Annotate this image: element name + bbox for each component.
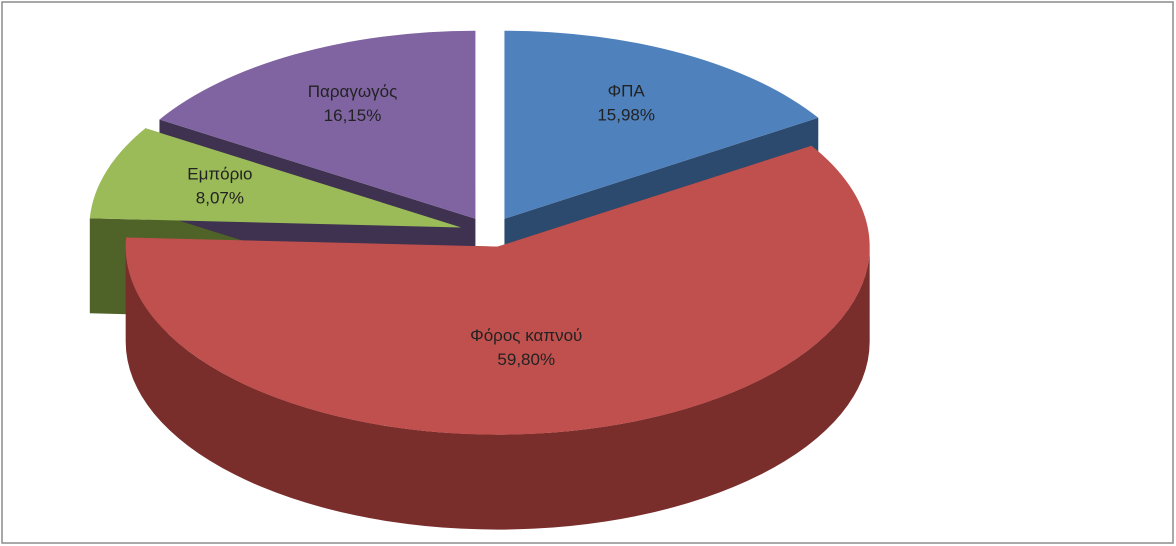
slice-value-label: 59,80% [497, 350, 555, 369]
slice-value-label: 15,98% [597, 106, 655, 125]
slice [159, 30, 476, 219]
slice [89, 128, 462, 228]
slice [504, 30, 819, 219]
slice-outer-wall [125, 246, 870, 530]
slice-label: Εμπόριο [187, 164, 252, 183]
slice-label: Παραγωγός [308, 82, 398, 101]
slice-label: Φόρος καπνού [470, 326, 582, 345]
slice-value-label: 16,15% [324, 106, 382, 125]
slice-value-label: 8,07% [196, 188, 244, 207]
slice-label: ΦΠΑ [608, 82, 646, 101]
slice [125, 145, 870, 435]
